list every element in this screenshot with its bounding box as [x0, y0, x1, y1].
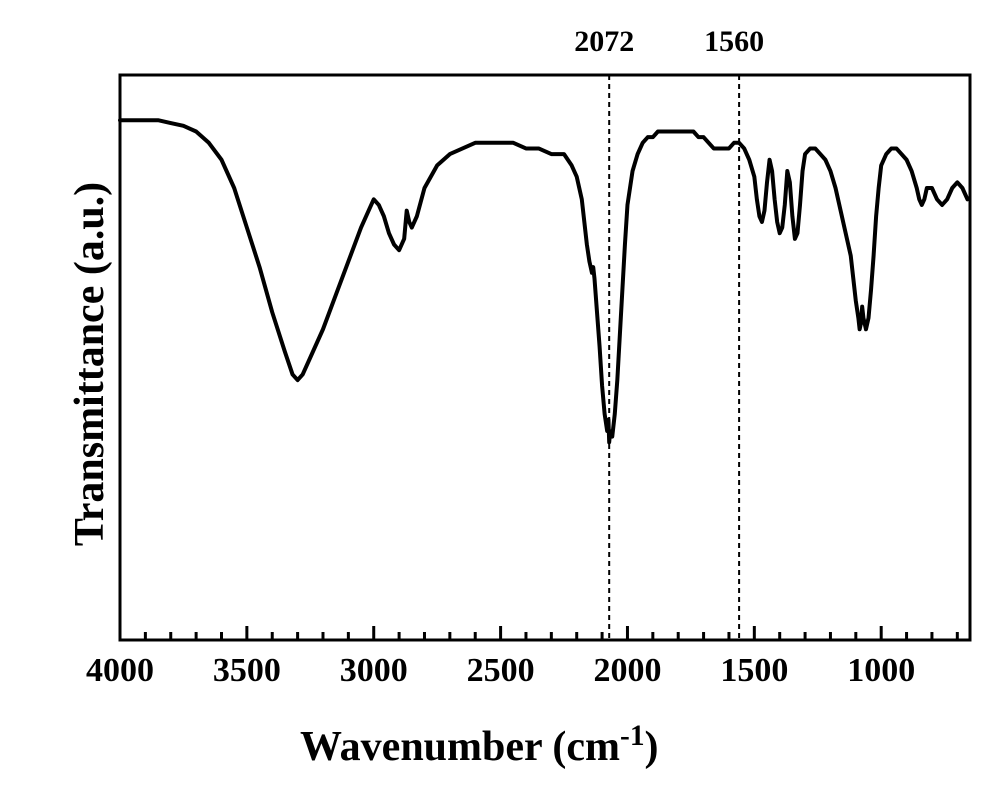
y-axis-label: Transmittance (a.u.): [66, 164, 114, 564]
x-tick-1500: 1500: [704, 652, 804, 690]
x-tick-2500: 2500: [451, 652, 551, 690]
x-tick-4000: 4000: [70, 652, 170, 690]
x-tick-3000: 3000: [324, 652, 424, 690]
x-tick-1000: 1000: [831, 652, 931, 690]
x-tick-3500: 3500: [197, 652, 297, 690]
peak-label-2072: 2072: [574, 25, 634, 59]
chart-container: 2072 1560 Transmittance (a.u.) Wavenumbe…: [0, 0, 1000, 790]
x-axis-label: Wavenumber (cm-1): [300, 720, 659, 771]
x-axis-label-super: -1: [620, 720, 644, 752]
x-axis-label-text: Wavenumber (cm: [300, 724, 620, 770]
x-tick-2000: 2000: [577, 652, 677, 690]
peak-label-1560: 1560: [704, 25, 764, 59]
x-axis-label-close: ): [645, 724, 659, 770]
